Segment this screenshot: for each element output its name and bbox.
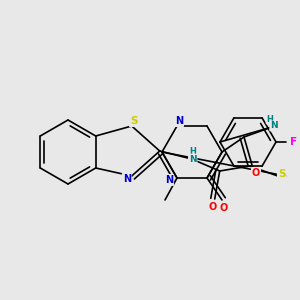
Text: O: O <box>252 168 260 178</box>
Text: H: H <box>189 148 196 157</box>
Text: O: O <box>208 202 217 212</box>
Text: N: N <box>175 116 183 126</box>
Text: H: H <box>267 115 273 124</box>
Text: F: F <box>290 137 298 147</box>
Text: S: S <box>130 116 137 126</box>
Text: N: N <box>189 154 196 164</box>
Text: N: N <box>123 174 131 184</box>
Text: N: N <box>270 122 278 130</box>
Text: S: S <box>278 169 286 179</box>
Text: O: O <box>220 203 228 213</box>
Text: N: N <box>165 175 173 185</box>
